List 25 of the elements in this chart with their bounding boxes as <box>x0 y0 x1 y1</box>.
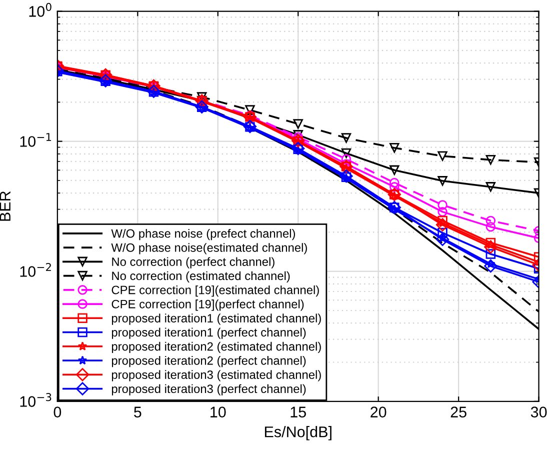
legend-label: proposed iteration1 (perfect channel) <box>112 328 306 339</box>
x-tick-label: 30 <box>530 406 547 418</box>
y-tick-label: 10$^{0}$ <box>29 2 52 17</box>
legend-label: No correction (estimated channel) <box>112 271 290 282</box>
x-tick-label: 10 <box>210 406 226 418</box>
legend-label: proposed iteration2 (perfect channel) <box>112 356 306 368</box>
legend-label: W/O phase noise(estimated channel) <box>111 243 307 254</box>
x-tick-label: 5 <box>134 406 142 418</box>
x-tick-label: 25 <box>450 406 466 418</box>
y-tick-label: 10$^{−3}$ <box>20 393 52 407</box>
legend-label: CPE correction [19](estimated channel) <box>112 285 319 297</box>
y-axis-title: BER <box>0 191 10 221</box>
legend-label: proposed iteration3 (estimated channel) <box>112 370 321 382</box>
x-tick-label: 20 <box>370 406 386 418</box>
x-tick-label: 15 <box>290 406 306 418</box>
legend-label: CPE correction [19](perfect channel) <box>112 300 304 311</box>
x-axis-title: Es/No[dB] <box>264 426 332 440</box>
legend-label: No correction (perfect channel) <box>112 257 274 268</box>
legend-label: proposed iteration1 (estimated channel) <box>112 314 321 325</box>
x-tick-label: 0 <box>54 406 62 418</box>
legend-label: proposed iteration2 (estimated channel) <box>112 342 321 354</box>
y-tick-label: 10$^{−2}$ <box>20 262 51 277</box>
legend-label: proposed iteration3 (perfect channel) <box>112 384 306 396</box>
legend-label: W/O phase noise (prefect channel) <box>111 228 296 240</box>
y-tick-label: 10$^{−1}$ <box>20 133 52 147</box>
